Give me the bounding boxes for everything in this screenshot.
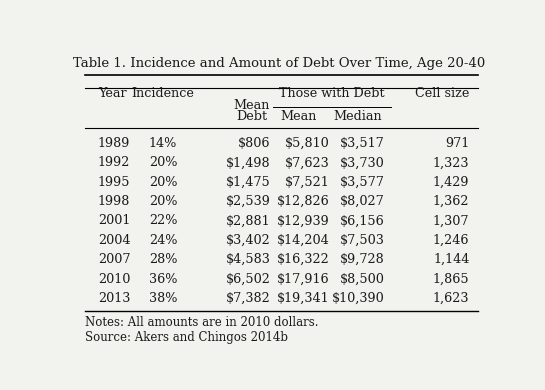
Text: 971: 971 (445, 137, 469, 150)
Text: 2007: 2007 (98, 253, 130, 266)
Text: 20%: 20% (149, 176, 178, 189)
Text: Notes: All amounts are in 2010 dollars.: Notes: All amounts are in 2010 dollars. (85, 316, 318, 329)
Text: $2,539: $2,539 (226, 195, 271, 208)
Text: 1,144: 1,144 (433, 253, 469, 266)
Text: $19,341: $19,341 (277, 292, 330, 305)
Text: 1,429: 1,429 (433, 176, 469, 189)
Text: $12,939: $12,939 (277, 215, 330, 227)
Text: 1,865: 1,865 (433, 273, 469, 285)
Text: Those with Debt: Those with Debt (279, 87, 385, 101)
Text: 2001: 2001 (98, 215, 130, 227)
Text: Table 1. Incidence and Amount of Debt Over Time, Age 20-40: Table 1. Incidence and Amount of Debt Ov… (73, 57, 486, 70)
Text: 36%: 36% (149, 273, 178, 285)
Text: $14,204: $14,204 (277, 234, 330, 247)
Text: $3,730: $3,730 (340, 156, 385, 169)
Text: Incidence: Incidence (132, 87, 195, 101)
Text: Debt: Debt (237, 110, 268, 123)
Text: Source: Akers and Chingos 2014b: Source: Akers and Chingos 2014b (85, 331, 288, 344)
Text: 1998: 1998 (98, 195, 130, 208)
Text: 28%: 28% (149, 253, 178, 266)
Text: $6,156: $6,156 (340, 215, 385, 227)
Text: 2013: 2013 (98, 292, 130, 305)
Text: $1,475: $1,475 (226, 176, 271, 189)
Text: 1,307: 1,307 (433, 215, 469, 227)
Text: $4,583: $4,583 (226, 253, 271, 266)
Text: 1992: 1992 (98, 156, 130, 169)
Text: $7,503: $7,503 (340, 234, 385, 247)
Text: Cell size: Cell size (415, 87, 469, 101)
Text: $9,728: $9,728 (340, 253, 385, 266)
Text: $3,402: $3,402 (226, 234, 271, 247)
Text: Median: Median (333, 110, 382, 123)
Text: $7,623: $7,623 (285, 156, 330, 169)
Text: 1995: 1995 (98, 176, 130, 189)
Text: 22%: 22% (149, 215, 178, 227)
Text: 1989: 1989 (98, 137, 130, 150)
Text: 1,323: 1,323 (433, 156, 469, 169)
Text: $17,916: $17,916 (277, 273, 330, 285)
Text: $806: $806 (238, 137, 271, 150)
Text: $10,390: $10,390 (332, 292, 385, 305)
Text: $7,521: $7,521 (285, 176, 330, 189)
Text: 20%: 20% (149, 195, 178, 208)
Text: Mean: Mean (234, 99, 270, 112)
Text: 14%: 14% (149, 137, 177, 150)
Text: $6,502: $6,502 (226, 273, 271, 285)
Text: Year: Year (98, 87, 126, 101)
Text: 1,623: 1,623 (433, 292, 469, 305)
Text: 2004: 2004 (98, 234, 130, 247)
Text: 2010: 2010 (98, 273, 130, 285)
Text: $3,577: $3,577 (340, 176, 385, 189)
Text: $2,881: $2,881 (226, 215, 271, 227)
Text: $3,517: $3,517 (340, 137, 385, 150)
Text: $12,826: $12,826 (277, 195, 330, 208)
Text: 20%: 20% (149, 156, 178, 169)
Text: $5,810: $5,810 (285, 137, 330, 150)
Text: 1,246: 1,246 (433, 234, 469, 247)
Text: 1,362: 1,362 (433, 195, 469, 208)
Text: $16,322: $16,322 (277, 253, 330, 266)
Text: $7,382: $7,382 (226, 292, 271, 305)
Text: 38%: 38% (149, 292, 178, 305)
Text: 24%: 24% (149, 234, 178, 247)
Text: $8,500: $8,500 (340, 273, 385, 285)
Text: $1,498: $1,498 (226, 156, 271, 169)
Text: Mean: Mean (280, 110, 317, 123)
Text: $8,027: $8,027 (340, 195, 385, 208)
